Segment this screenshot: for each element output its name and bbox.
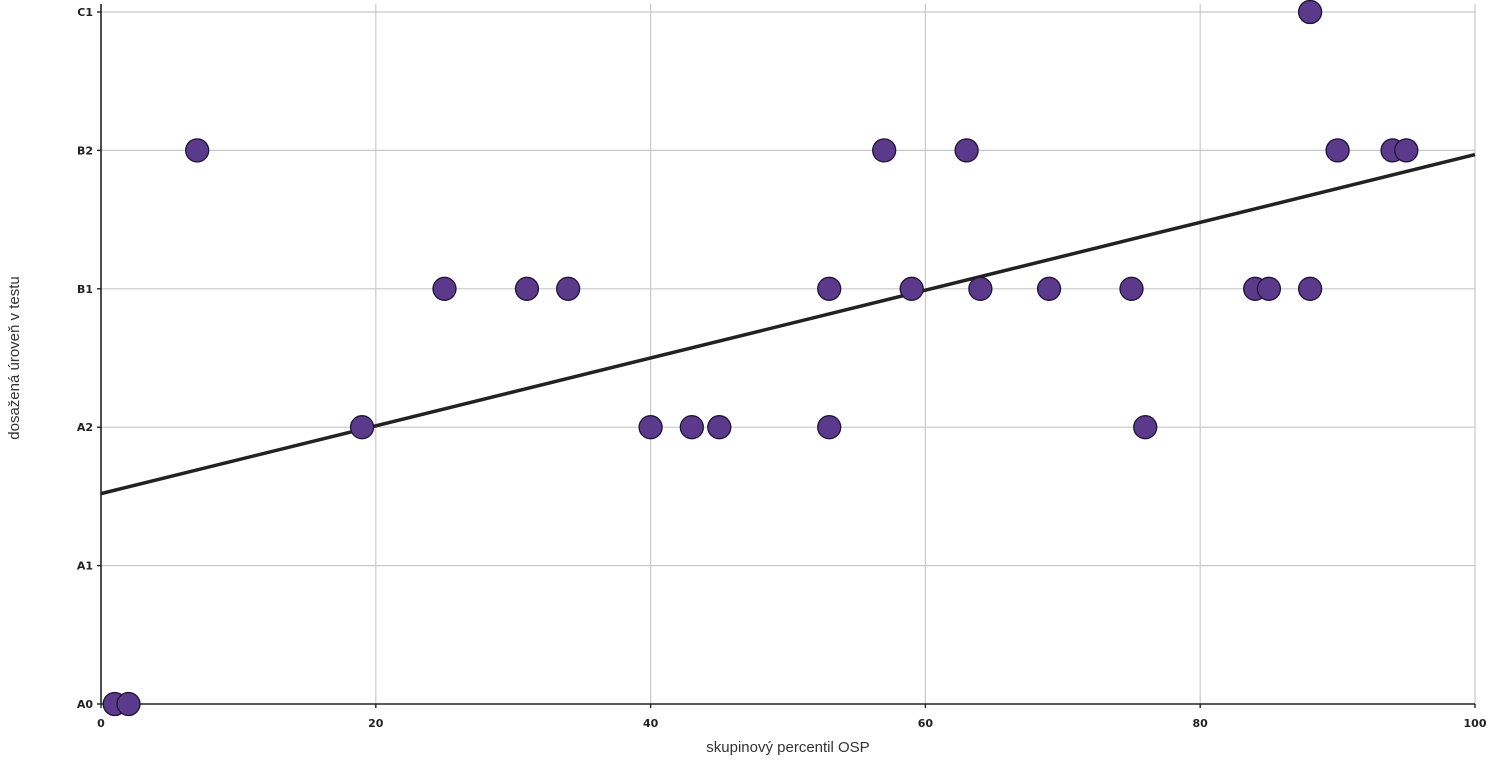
data-point-5 bbox=[432, 276, 457, 301]
x-tick-label-100: 100 bbox=[1464, 717, 1487, 730]
data-points bbox=[102, 0, 1419, 717]
data-point-21 bbox=[1256, 276, 1282, 301]
y-tick-label-C1: C1 bbox=[77, 6, 93, 19]
data-point-3 bbox=[185, 138, 210, 163]
data-point-8 bbox=[638, 415, 663, 440]
data-point-10 bbox=[707, 415, 732, 440]
data-point-2 bbox=[116, 691, 141, 717]
y-tick-label-B2: B2 bbox=[77, 144, 93, 157]
data-point-7 bbox=[556, 276, 581, 301]
grid-lines bbox=[101, 4, 1476, 704]
data-point-11 bbox=[817, 276, 842, 301]
tick-labels: 0 20 40 60 80 100 A0 A1 A2 B1 B2 C1 bbox=[77, 6, 1487, 730]
data-point-12 bbox=[817, 415, 842, 440]
y-axis-label: dosažená úroveň v testu bbox=[6, 276, 23, 439]
x-tick-label-80: 80 bbox=[1193, 717, 1209, 730]
data-point-24 bbox=[1325, 138, 1350, 163]
data-point-26 bbox=[1394, 138, 1419, 163]
data-point-6 bbox=[514, 276, 540, 301]
axes bbox=[100, 4, 1475, 705]
data-point-4 bbox=[349, 415, 375, 440]
y-tick-label-A0: A0 bbox=[77, 698, 94, 711]
trend-line bbox=[100, 152, 1476, 496]
x-tick-label-60: 60 bbox=[918, 717, 934, 730]
data-point-22 bbox=[1297, 0, 1323, 25]
x-tick-label-40: 40 bbox=[643, 717, 659, 730]
data-point-23 bbox=[1297, 276, 1323, 301]
y-tick-label-A1: A1 bbox=[77, 560, 93, 573]
x-axis-label: skupinový percentil OSP bbox=[706, 739, 869, 756]
trend-line-group bbox=[100, 152, 1476, 496]
data-point-9 bbox=[679, 415, 704, 440]
data-point-17 bbox=[1036, 276, 1062, 301]
data-point-18 bbox=[1119, 276, 1144, 301]
data-point-19 bbox=[1133, 415, 1158, 440]
x-tick-label-0: 0 bbox=[97, 717, 105, 730]
y-tick-label-A2: A2 bbox=[77, 421, 93, 434]
data-point-14 bbox=[899, 276, 924, 301]
y-tick-label-B1: B1 bbox=[77, 283, 93, 296]
x-tick-label-20: 20 bbox=[368, 717, 384, 730]
data-point-16 bbox=[968, 276, 993, 301]
data-point-15 bbox=[954, 138, 979, 163]
data-point-13 bbox=[872, 138, 897, 163]
